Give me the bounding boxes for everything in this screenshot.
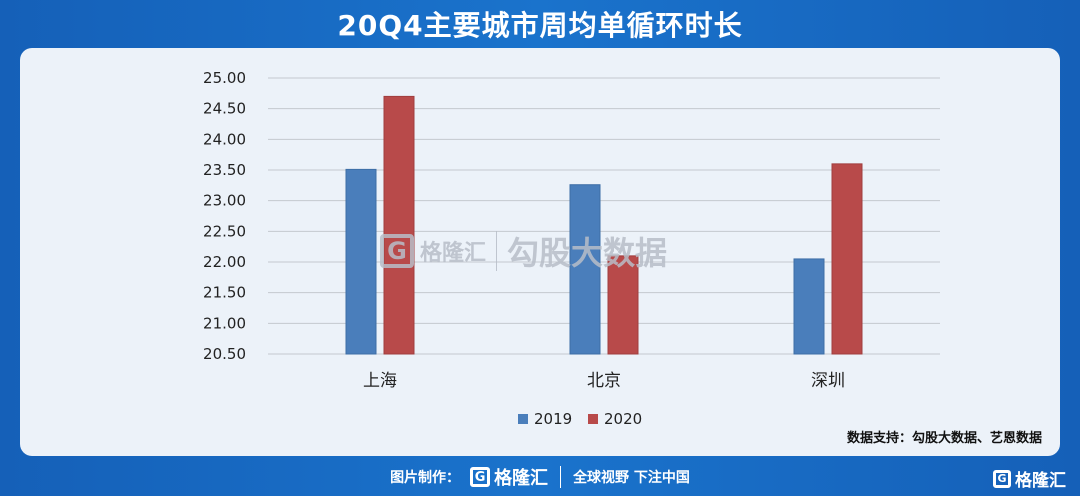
x-category-label: 深圳 bbox=[811, 371, 845, 391]
footer-logo: G 格隆汇 bbox=[470, 464, 548, 490]
page-title: 20Q4主要城市周均单循环时长 bbox=[337, 9, 743, 42]
y-tick-label: 24.50 bbox=[203, 100, 246, 118]
bar-2019-0 bbox=[345, 168, 377, 355]
corner-logo-icon: G bbox=[993, 469, 1011, 488]
bar-2020-2 bbox=[831, 163, 863, 355]
footer: 图片制作： G 格隆汇 全球视野 下注中国 bbox=[0, 458, 1080, 496]
bar-2020-0 bbox=[383, 95, 415, 355]
y-tick-label: 23.00 bbox=[203, 192, 246, 210]
header: 20Q4主要城市周均单循环时长 bbox=[0, 0, 1080, 48]
bar-2019-2 bbox=[793, 258, 825, 355]
bar-2019-1 bbox=[569, 184, 601, 355]
legend-label-2020: 2020 bbox=[604, 410, 642, 428]
footer-prefix: 图片制作： bbox=[390, 470, 461, 486]
bar-chart: 20.50 21.00 21.50 22.00 22.50 23.00 23.50 24.00… bbox=[203, 69, 940, 428]
watermark: G 格隆汇 勾股大数据 bbox=[380, 228, 667, 274]
x-category-label: 上海 bbox=[363, 371, 397, 391]
chart-panel: 20.50 21.00 21.50 22.00 22.50 23.00 23.50 24.00… bbox=[20, 48, 1060, 456]
y-tick-label: 20.50 bbox=[203, 345, 246, 363]
y-tick-label: 25.00 bbox=[203, 69, 246, 87]
watermark-divider bbox=[496, 231, 498, 271]
y-tick-label: 21.00 bbox=[203, 314, 246, 332]
corner-logo-brand: 格隆汇 bbox=[1015, 471, 1066, 491]
footer-logo-icon: G bbox=[470, 467, 491, 487]
y-tick-label: 22.50 bbox=[203, 222, 246, 240]
legend-swatch-2019 bbox=[518, 414, 528, 424]
y-tick-label: 22.00 bbox=[203, 253, 246, 271]
data-source: 数据支持：勾股大数据、艺恩数据 bbox=[846, 431, 1042, 446]
watermark-logo-icon: G bbox=[380, 234, 414, 268]
watermark-brand: 格隆汇 bbox=[420, 241, 487, 266]
footer-divider bbox=[560, 466, 562, 488]
footer-slogan: 全球视野 下注中国 bbox=[573, 470, 690, 486]
y-tick-label: 23.50 bbox=[203, 161, 246, 179]
corner-logo: G 格隆汇 bbox=[993, 466, 1066, 491]
bar-2020-1 bbox=[607, 255, 639, 355]
legend-label-2019: 2019 bbox=[534, 410, 572, 428]
y-tick-label: 24.00 bbox=[203, 130, 246, 148]
footer-brand: 格隆汇 bbox=[494, 468, 549, 489]
x-category-label: 北京 bbox=[587, 371, 621, 391]
legend-swatch-2020 bbox=[588, 414, 598, 424]
y-tick-label: 21.50 bbox=[203, 284, 246, 302]
watermark-text: 勾股大数据 bbox=[507, 234, 668, 272]
